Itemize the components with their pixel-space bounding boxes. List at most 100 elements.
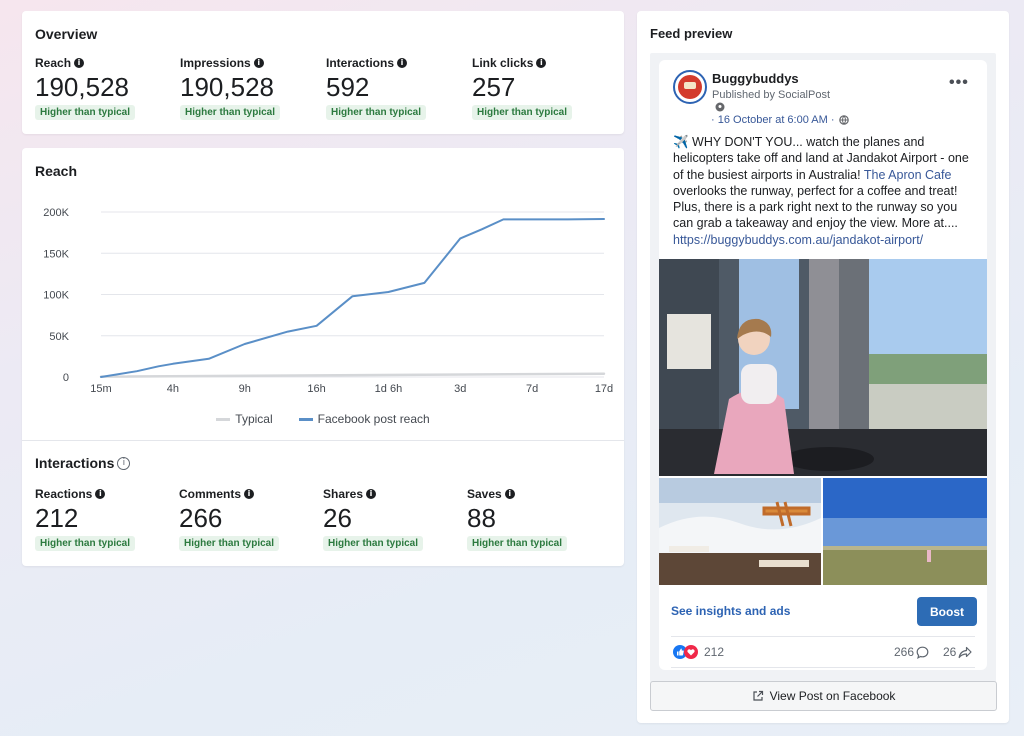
- see-insights-link[interactable]: See insights and ads: [671, 604, 791, 618]
- status-badge: Higher than typical: [467, 536, 568, 551]
- comment-count: 266: [894, 645, 915, 659]
- info-icon[interactable]: i: [74, 58, 85, 68]
- interactions-title: Interactions i: [35, 455, 131, 471]
- metric-value: 26: [323, 503, 352, 533]
- comment-count-group[interactable]: 266: [894, 645, 929, 659]
- share-count: 26: [943, 645, 957, 659]
- status-badge: Higher than typical: [35, 105, 136, 120]
- post-timestamp: · 16 October at 6:00 AM ·: [711, 114, 849, 126]
- metric-label: Shares: [323, 487, 364, 501]
- page-avatar[interactable]: [673, 70, 707, 104]
- reach-card: Reach 0 50K 100K 150K 200K 15m 4h 9h 16h 1d 6h 3d 7…: [22, 148, 624, 566]
- timestamp-text[interactable]: · 16 October at 6:00 AM ·: [711, 114, 835, 126]
- info-icon[interactable]: i: [366, 489, 377, 499]
- metric-comments[interactable]: Comments i 266 Higher than typical: [179, 487, 280, 551]
- metric-link-clicks[interactable]: Link clicks i 257 Higher than typical: [472, 56, 573, 120]
- metric-impressions[interactable]: Impressions i 190,528 Higher than typical: [180, 56, 281, 120]
- metric-interactions[interactable]: Interactions i 592 Higher than typical: [326, 56, 427, 120]
- series-line-post-reach: [100, 218, 605, 378]
- globe-icon: [838, 115, 849, 125]
- info-icon[interactable]: i: [95, 489, 106, 499]
- metric-value: 266: [179, 503, 223, 533]
- comment-icon: [916, 646, 929, 659]
- metric-label: Interactions: [326, 56, 395, 70]
- legend-label-typical: Typical: [235, 412, 273, 426]
- metric-value: 592: [326, 72, 370, 102]
- metric-label: Reactions: [35, 487, 93, 501]
- location-pin-icon: [715, 102, 725, 112]
- y-tick-label: 0: [63, 372, 69, 384]
- metric-shares[interactable]: Shares i 26 Higher than typical: [323, 487, 424, 551]
- post-photo-main[interactable]: [659, 259, 987, 476]
- status-badge: Higher than typical: [179, 536, 280, 551]
- metric-label: Link clicks: [472, 56, 534, 70]
- chart-legend: Typical Facebook post reach: [22, 412, 624, 426]
- legend-item-typical[interactable]: Typical: [216, 412, 273, 426]
- metric-label: Comments: [179, 487, 242, 501]
- x-tick-label: 15m: [90, 383, 111, 395]
- x-tick-label: 4h: [167, 383, 179, 395]
- post-photo-cafe[interactable]: [659, 478, 821, 585]
- more-options-icon[interactable]: •••: [949, 74, 969, 91]
- info-icon[interactable]: i: [504, 489, 515, 499]
- metric-saves[interactable]: Saves i 88 Higher than typical: [467, 487, 568, 551]
- status-badge: Higher than typical: [326, 105, 427, 120]
- section-divider: [22, 440, 624, 441]
- metric-value: 257: [472, 72, 516, 102]
- post-url-link[interactable]: https://buggybuddys.com.au/jandakot-airp…: [673, 232, 924, 247]
- overview-title: Overview: [35, 26, 98, 42]
- x-tick-label: 7d: [526, 383, 538, 395]
- view-post-button[interactable]: View Post on Facebook: [650, 681, 997, 711]
- feed-preview-title: Feed preview: [650, 26, 733, 41]
- reach-chart: 0 50K 100K 150K 200K 15m 4h 9h 16h 1d 6h 3d 7d 17d: [43, 207, 613, 395]
- metric-label: Reach: [35, 56, 72, 70]
- metric-label: Impressions: [180, 56, 251, 70]
- apron-cafe-link[interactable]: The Apron Cafe: [863, 167, 952, 182]
- info-icon[interactable]: i: [536, 58, 547, 68]
- x-tick-label: 9h: [239, 383, 251, 395]
- view-post-label: View Post on Facebook: [769, 689, 896, 703]
- share-icon: [958, 646, 972, 658]
- status-badge: Higher than typical: [35, 536, 136, 551]
- x-tick-label: 16h: [307, 383, 325, 395]
- metric-reach[interactable]: Reach i 190,528 Higher than typical: [35, 56, 136, 120]
- metric-reactions[interactable]: Reactions i 212 Higher than typical: [35, 487, 136, 551]
- post-text-body: overlooks the runway, perfect for a coff…: [673, 183, 958, 231]
- post-text-intro: ✈️ WHY DON'T YOU... watch the planes and…: [673, 135, 969, 182]
- status-badge: Higher than typical: [323, 536, 424, 551]
- info-icon[interactable]: i: [244, 489, 255, 499]
- reaction-summary[interactable]: 212: [673, 645, 724, 659]
- series-line-typical: [99, 372, 606, 378]
- external-link-icon: [752, 690, 763, 701]
- metric-value: 190,528: [35, 72, 129, 102]
- legend-label-post-reach: Facebook post reach: [317, 412, 430, 426]
- y-tick-label: 150K: [43, 248, 69, 260]
- metric-value: 88: [467, 503, 496, 533]
- boost-button[interactable]: Boost: [917, 597, 977, 626]
- post-divider: [671, 636, 975, 637]
- x-tick-label: 1d 6h: [375, 383, 403, 395]
- like-icon: [673, 645, 687, 659]
- share-count-group[interactable]: 26: [943, 645, 972, 659]
- x-tick-label: 17d: [595, 383, 613, 395]
- x-tick-label: 3d: [454, 383, 466, 395]
- status-badge: Higher than typical: [180, 105, 281, 120]
- post-divider-bottom: [671, 667, 975, 668]
- reach-title: Reach: [35, 163, 78, 179]
- love-icon: [684, 645, 698, 659]
- interactions-title-text: Interactions: [35, 455, 115, 471]
- metric-value: 190,528: [180, 72, 274, 102]
- published-by: Published by SocialPost: [712, 89, 831, 101]
- legend-item-post-reach[interactable]: Facebook post reach: [298, 412, 430, 426]
- y-tick-label: 200K: [43, 207, 69, 219]
- reaction-count: 212: [704, 645, 725, 659]
- info-icon[interactable]: i: [253, 58, 264, 68]
- post-photo-park[interactable]: [823, 478, 987, 585]
- metric-value: 212: [35, 503, 79, 533]
- overview-card: Overview Reach i 190,528 Higher than typi…: [22, 11, 624, 134]
- info-icon[interactable]: i: [397, 58, 408, 68]
- info-icon[interactable]: i: [117, 456, 131, 470]
- legend-swatch-post-reach: [298, 417, 313, 421]
- metric-label: Saves: [467, 487, 502, 501]
- page-name[interactable]: Buggybuddys: [712, 71, 799, 86]
